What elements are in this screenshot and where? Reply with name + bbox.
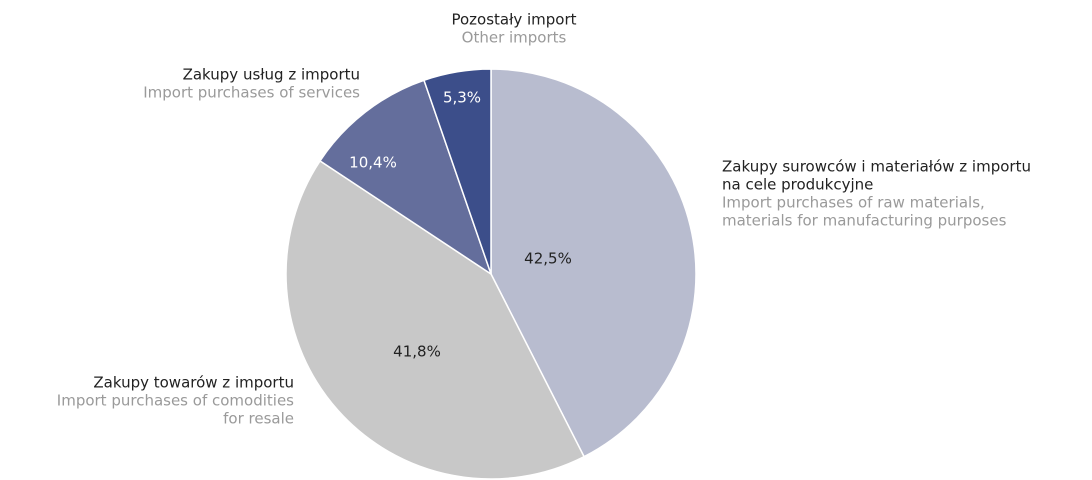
category-label: Pozostały import xyxy=(451,11,576,29)
pie-slice xyxy=(423,68,492,275)
category-label-en: materials for manufacturing purposes xyxy=(722,212,1007,230)
value-label: 5,3% xyxy=(443,89,481,107)
category-label-en: Import purchases of services xyxy=(143,84,360,102)
category-label: Zakupy surowców i materiałów z importu xyxy=(722,158,1031,176)
category-label: Zakupy towarów z importu xyxy=(93,374,294,392)
pie-slice xyxy=(318,79,493,276)
category-label: na cele produkcyjne xyxy=(722,176,873,194)
value-label: 41,8% xyxy=(393,343,441,361)
category-label-en: for resale xyxy=(223,410,294,428)
pie-slice xyxy=(490,68,697,458)
value-label: 10,4% xyxy=(349,154,397,172)
pie-slice xyxy=(285,159,586,480)
category-label-en: Import purchases of raw materials, xyxy=(722,194,985,212)
value-label: 42,5% xyxy=(524,250,572,268)
category-label-en: Import purchases of comodities xyxy=(57,392,294,410)
category-label-en: Other imports xyxy=(462,29,567,47)
category-label: Zakupy usług z importu xyxy=(183,66,360,84)
